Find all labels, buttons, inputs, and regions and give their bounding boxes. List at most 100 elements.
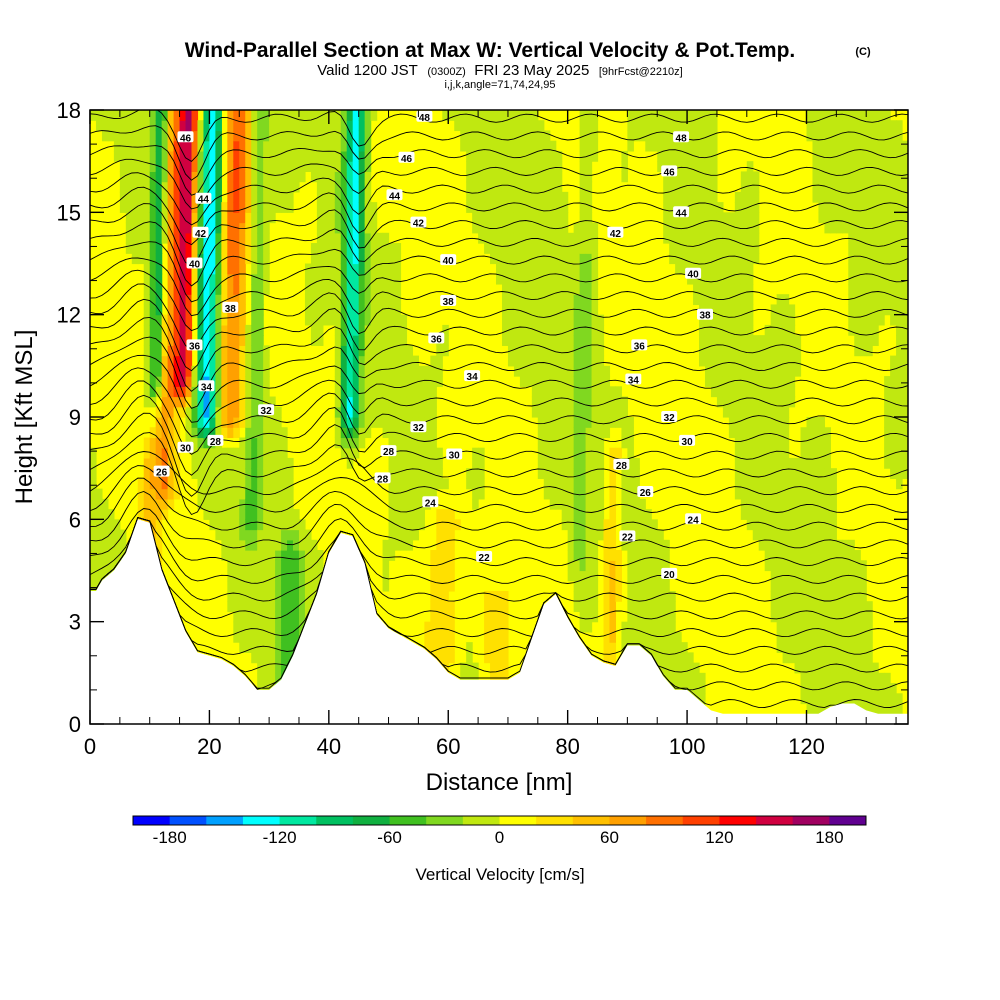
velocity-cell xyxy=(573,468,581,479)
velocity-cell xyxy=(770,590,778,602)
velocity-cell xyxy=(866,243,873,254)
velocity-cell xyxy=(806,478,814,490)
velocity-cell xyxy=(710,120,718,132)
velocity-cell xyxy=(275,478,282,490)
velocity-cell xyxy=(591,314,599,326)
velocity-cell xyxy=(227,150,234,162)
velocity-cell xyxy=(549,406,557,418)
velocity-cell xyxy=(251,212,258,224)
velocity-cell xyxy=(304,314,312,326)
velocity-cell xyxy=(424,642,431,653)
velocity-cell xyxy=(812,662,820,674)
velocity-cell xyxy=(269,140,276,152)
velocity-cell xyxy=(472,171,479,183)
velocity-cell xyxy=(537,345,545,357)
velocity-cell xyxy=(263,253,270,265)
velocity-cell xyxy=(131,130,139,142)
velocity-cell xyxy=(125,222,133,234)
velocity-cell xyxy=(782,652,790,664)
velocity-cell xyxy=(304,273,312,285)
velocity-cell xyxy=(209,150,216,162)
velocity-cell xyxy=(830,550,837,561)
velocity-cell xyxy=(179,406,187,418)
velocity-cell xyxy=(322,263,330,275)
velocity-cell xyxy=(478,222,485,234)
velocity-cell xyxy=(669,652,676,664)
velocity-cell xyxy=(848,212,855,224)
velocity-cell xyxy=(257,447,264,459)
velocity-cell xyxy=(245,110,252,121)
velocity-cell xyxy=(573,550,581,561)
y-tick-label: 3 xyxy=(69,610,81,635)
velocity-cell xyxy=(549,365,557,377)
velocity-cell xyxy=(824,498,831,510)
velocity-cell xyxy=(836,130,843,142)
velocity-cell xyxy=(537,406,545,418)
velocity-cell xyxy=(573,273,581,285)
velocity-cell xyxy=(233,478,240,490)
velocity-cell xyxy=(161,345,169,357)
velocity-cell xyxy=(746,212,754,224)
velocity-cell xyxy=(663,550,670,561)
velocity-cell xyxy=(866,324,873,336)
velocity-cell xyxy=(860,601,867,613)
velocity-cell xyxy=(675,181,682,193)
velocity-cell xyxy=(776,447,784,459)
velocity-cell xyxy=(657,662,664,674)
velocity-cell xyxy=(585,222,593,234)
velocity-cell xyxy=(776,560,784,572)
velocity-cell xyxy=(800,693,808,705)
velocity-cell xyxy=(322,130,330,142)
velocity-cell xyxy=(382,417,390,428)
velocity-cell xyxy=(501,601,509,613)
velocity-cell xyxy=(549,468,557,479)
velocity-cell xyxy=(221,283,228,295)
velocity-cell xyxy=(597,509,605,520)
velocity-cell xyxy=(155,171,163,183)
velocity-cell xyxy=(836,539,843,551)
velocity-cell xyxy=(251,529,258,541)
velocity-cell xyxy=(269,161,276,172)
velocity-cell xyxy=(549,150,557,162)
velocity-cell xyxy=(155,550,163,561)
velocity-cell xyxy=(382,386,390,398)
velocity-cell xyxy=(382,539,390,551)
velocity-cell xyxy=(101,539,109,551)
velocity-cell xyxy=(603,560,611,572)
velocity-cell xyxy=(597,396,605,408)
velocity-cell xyxy=(245,243,252,254)
theta-label: 32 xyxy=(258,404,275,417)
velocity-cell xyxy=(722,253,730,265)
velocity-cell xyxy=(233,621,240,633)
velocity-cell xyxy=(645,570,652,582)
velocity-cell xyxy=(699,222,706,234)
valid-utc: (0300Z) xyxy=(427,66,466,78)
velocity-cell xyxy=(388,457,396,469)
velocity-cell xyxy=(782,437,790,449)
velocity-cell xyxy=(191,232,199,244)
velocity-cell xyxy=(406,345,414,357)
velocity-cell xyxy=(884,406,891,418)
velocity-cell xyxy=(896,120,903,132)
velocity-cell xyxy=(740,427,748,439)
velocity-cell xyxy=(782,468,790,479)
velocity-cell xyxy=(430,457,437,469)
theta-label-text: 46 xyxy=(180,133,192,144)
velocity-cell xyxy=(113,120,121,132)
velocity-cell xyxy=(633,611,640,623)
velocity-cell xyxy=(848,130,855,142)
velocity-cell xyxy=(836,631,843,643)
velocity-cell xyxy=(555,212,563,224)
velocity-cell xyxy=(531,335,539,346)
velocity-cell xyxy=(752,335,760,346)
velocity-cell xyxy=(621,171,628,183)
velocity-cell xyxy=(263,417,270,428)
velocity-cell xyxy=(609,406,617,418)
velocity-cell xyxy=(334,396,342,408)
velocity-cell xyxy=(591,437,599,449)
velocity-cell xyxy=(621,161,628,172)
velocity-cell xyxy=(537,468,545,479)
velocity-cell xyxy=(872,273,879,285)
velocity-cell xyxy=(507,335,515,346)
velocity-cell xyxy=(854,253,861,265)
